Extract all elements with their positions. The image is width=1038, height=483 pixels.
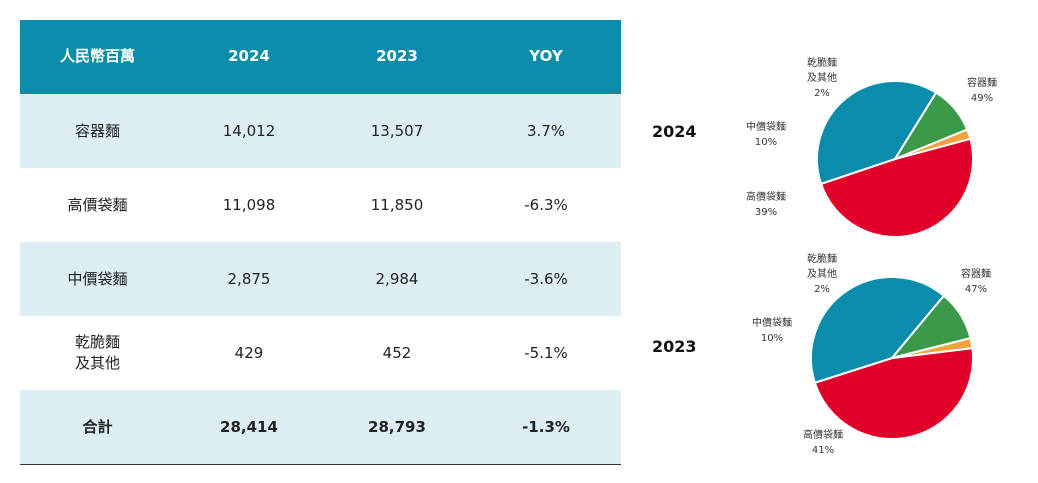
pie-2023-slice-1 [810, 276, 946, 385]
row-yoy-value: -5.1% [524, 343, 568, 362]
row-name: 容器麵 [20, 121, 175, 142]
pie-2024-label-2: 中價袋麵 10% [746, 120, 786, 148]
row-name-text: 高價袋麵 [67, 195, 128, 214]
pie-2023-label-2: 中價袋麵 10% [752, 316, 792, 344]
table-row: 中價袋麵 2,875 2,984 -3.6% [20, 242, 621, 316]
header-unit: 人民幣百萬 [59, 47, 135, 65]
pie-2024-slice-3 [894, 128, 972, 160]
pie-2024-slice-0 [819, 137, 974, 238]
header-yoy: YOY [529, 47, 563, 65]
row-name: 高價袋麵 [20, 195, 175, 216]
table-row: 乾脆麵 及其他 429 452 -5.1% [20, 316, 621, 390]
row-2023-value: 11,850 [370, 195, 424, 214]
row-yoy-value: -3.6% [524, 269, 568, 288]
row-name: 中價袋麵 [20, 269, 175, 290]
row-yoy-value: -1.3% [522, 417, 570, 436]
pie-2023-year-label: 2023 [652, 337, 697, 356]
row-2023-value: 2,984 [375, 269, 419, 288]
row-2023-value: 13,507 [370, 121, 424, 140]
row-name: 合計 [20, 417, 175, 438]
pie-2024-label-0: 容器麵 49% [967, 76, 997, 104]
row-2024-value: 2,875 [227, 269, 271, 288]
pie-charts: 容器麵 49% 高價袋麵 39% 中價袋麵 10% 乾脆麵及其他 2% 容器麵 47% 高價袋麵 41… [746, 56, 997, 456]
pie-2023-label-1: 高價袋麵 41% [803, 428, 843, 456]
row-2024-value: 14,012 [222, 121, 276, 140]
row-2023-value: 452 [382, 343, 412, 362]
revenue-table: 人民幣百萬 2024 2023 YOY 容器麵 14,012 13,507 3.… [20, 20, 621, 465]
row-yoy-value: 3.7% [526, 121, 566, 140]
row-2024-value: 28,414 [220, 417, 278, 436]
table-total-row: 合計 28,414 28,793 -1.3% [20, 390, 621, 464]
header-2024: 2024 [228, 47, 270, 65]
table-row: 容器麵 14,012 13,507 3.7% [20, 94, 621, 168]
table-header-row: 人民幣百萬 2024 2023 YOY [20, 20, 621, 94]
row-name-text: 容器麵 [74, 121, 120, 140]
pie-2023-label-0: 容器麵 47% [961, 267, 991, 295]
row-2024-value: 429 [234, 343, 264, 362]
pie-2024-label-1: 高價袋麵 39% [746, 190, 786, 218]
pie-2024-slice-1 [816, 80, 938, 186]
row-name-text: 合計 [82, 417, 113, 436]
row-name-text: 中價袋麵 [67, 269, 128, 288]
row-2024-value: 11,098 [222, 195, 276, 214]
pie-2023-slice-3 [891, 336, 974, 359]
pie-2024-label-3: 乾脆麵及其他 2% [807, 56, 837, 99]
table-row: 高價袋麵 11,098 11,850 -6.3% [20, 168, 621, 242]
pie-2024-year-label: 2024 [652, 122, 697, 141]
row-yoy-value: -6.3% [524, 195, 568, 214]
row-2023-value: 28,793 [368, 417, 426, 436]
header-2023: 2023 [376, 47, 418, 65]
pie-2023-label-3: 乾脆麵及其他 2% [807, 252, 837, 295]
row-name: 乾脆麵 及其他 [20, 332, 175, 374]
row-name-text: 乾脆麵 及其他 [74, 333, 120, 372]
